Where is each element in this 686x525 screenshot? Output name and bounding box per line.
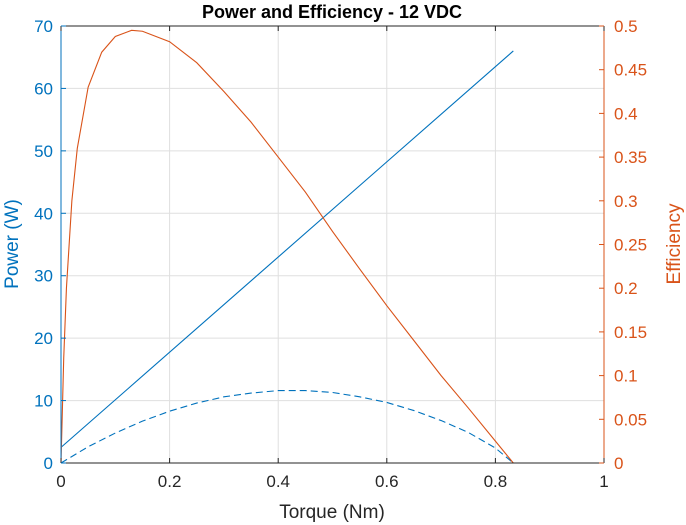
y-right-tick-label-3: 0.15: [614, 323, 647, 342]
series-line-2: [60, 29, 514, 464]
y-left-tick-label-4: 40: [34, 204, 53, 223]
y-right-tick-label-5: 0.25: [614, 236, 647, 255]
ticks: 0 0.2 0.4 0.6 0.8 101020304050607000.050.10.1…: [34, 17, 647, 491]
y-left-tick-label-7: 70: [34, 17, 53, 36]
y-right-tick-label-9: 0.45: [614, 61, 647, 80]
y-right-tick-label-7: 0.35: [614, 148, 647, 167]
x-tick-label-1: 0.2: [158, 472, 182, 491]
series-group: [60, 29, 514, 464]
plot-area: [61, 26, 604, 463]
x-tick-label-0: 0: [56, 472, 65, 491]
y-left-tick-label-6: 60: [34, 79, 53, 98]
y-right-tick-label-4: 0.2: [614, 279, 638, 298]
series-line-1: [60, 390, 514, 464]
chart-title: Power and Efficiency - 12 VDC: [202, 2, 462, 22]
y-axis-label-left: Power (W): [2, 199, 23, 289]
y-axis-label-right: Efficiency: [664, 203, 685, 284]
y-left-tick-label-5: 50: [34, 142, 53, 161]
y-right-tick-label-8: 0.4: [614, 104, 638, 123]
y-right-tick-label-1: 0.05: [614, 410, 647, 429]
series-line-0: [60, 50, 514, 448]
y-left-tick-label-0: 0: [44, 454, 53, 473]
y-left-tick-label-2: 20: [34, 329, 53, 348]
y-right-tick-label-10: 0.5: [614, 17, 638, 36]
x-axis-label: Torque (Nm): [279, 502, 385, 523]
x-tick-label-3: 0.6: [375, 472, 399, 491]
y-right-tick-label-6: 0.3: [614, 192, 638, 211]
y-right-tick-label-2: 0.1: [614, 367, 638, 386]
y-left-tick-label-3: 30: [34, 267, 53, 286]
y-left-tick-label-1: 10: [34, 392, 53, 411]
x-tick-label-2: 0.4: [266, 472, 290, 491]
x-tick-label-4: 0.8: [484, 472, 508, 491]
x-tick-label-5: 1: [599, 472, 608, 491]
y-right-tick-label-0: 0: [614, 454, 623, 473]
